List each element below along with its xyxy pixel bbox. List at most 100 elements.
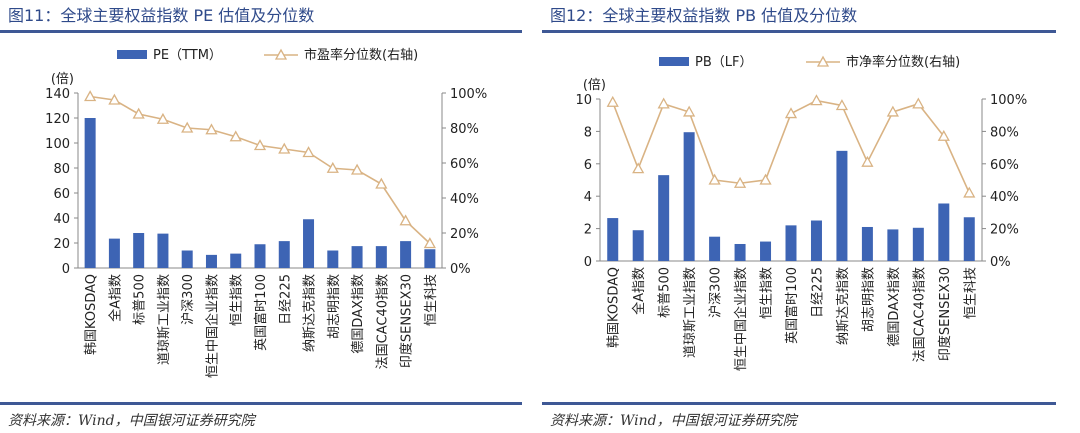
- line-marker-7: [229, 130, 242, 142]
- x-category-label: 道琼斯工业指数: [683, 267, 698, 358]
- line-marker-2: [108, 93, 121, 105]
- bar-2: [108, 238, 120, 268]
- y-left-tick-label: 8: [584, 125, 592, 140]
- x-category-label: 恒生科技: [424, 274, 439, 326]
- legend-bar-swatch: [117, 50, 147, 59]
- bar-12: [351, 246, 363, 268]
- y-right-tick-label: 80%: [450, 122, 479, 137]
- x-category-label: 沪深300: [180, 274, 196, 325]
- pe-panel: 图11：全球主要权益指数 PE 估值及分位数 PE（TTM） 市盈率分位数(右轴)…: [0, 0, 530, 433]
- x-category-label: 全A指数: [631, 267, 647, 315]
- x-category-label: 全A指数: [107, 274, 123, 322]
- x-category-label: 胡志明指数: [327, 274, 342, 339]
- bar-4: [157, 233, 169, 268]
- bar-12: [887, 229, 899, 261]
- x-category-label: 印度SENSEX30: [399, 274, 415, 368]
- bar-14: [400, 241, 412, 268]
- y-right-tick-label: 20%: [990, 223, 1019, 238]
- line-marker-14: [399, 214, 412, 226]
- bar-14: [938, 203, 950, 261]
- legend-line-label: 市净率分位数(右轴): [846, 54, 960, 70]
- x-category-label: 标普500: [658, 267, 673, 318]
- y-left-tick-label: 0: [584, 255, 592, 270]
- y-right-tick-label: 40%: [450, 192, 479, 207]
- x-category-label: 印度SENSEX30: [937, 267, 953, 361]
- x-category-label: 胡志明指数: [861, 267, 876, 332]
- x-category-label: 英国富时100: [253, 274, 269, 351]
- bar-9: [810, 220, 822, 261]
- bar-13: [912, 227, 924, 261]
- pb-panel: 图12：全球主要权益指数 PB 估值及分位数 PB（LF） 市净率分位数(右轴) (…: [542, 0, 1080, 433]
- y-left-tick-label: 20: [53, 237, 70, 252]
- legend-bar-label: PE（TTM）: [153, 48, 222, 63]
- line-marker-4: [156, 112, 170, 124]
- bar-7: [230, 253, 242, 268]
- line-marker-3: [657, 97, 670, 109]
- y-right-tick-label: 100%: [450, 87, 487, 102]
- bar-8: [785, 225, 797, 261]
- y-left-tick-label: 60: [53, 187, 70, 202]
- y-right-tick-label: 60%: [450, 157, 479, 172]
- bar-5: [709, 236, 721, 261]
- bar-8: [254, 244, 266, 268]
- line-marker-8: [784, 107, 798, 119]
- x-category-label: 德国DAX指数: [887, 267, 902, 347]
- y-right-tick-label: 0%: [450, 262, 471, 277]
- pe-chart: PE（TTM） 市盈率分位数(右轴) (倍) 0 20 40 60 80 100 120 140 0%…: [45, 47, 487, 378]
- line-marker-13: [912, 97, 925, 109]
- x-category-label: 德国DAX指数: [351, 274, 366, 354]
- x-category-label: 恒生指数: [230, 274, 245, 326]
- line-marker-5: [708, 173, 721, 185]
- x-category-label: 沪深300: [708, 267, 724, 318]
- line-marker-4: [683, 105, 696, 117]
- bar-1: [607, 218, 619, 261]
- x-category-label: 韩国KOSDAQ: [607, 267, 622, 348]
- y-left-tick-label: 4: [584, 190, 592, 205]
- bar-3: [133, 233, 145, 268]
- y-left-tick-label: 6: [584, 158, 592, 173]
- legend-triangle-marker: [274, 48, 288, 60]
- bar-10: [836, 150, 848, 261]
- bar-5: [181, 250, 193, 268]
- y-left-tick-label: 120: [45, 112, 70, 127]
- x-category-label: 英国富时100: [784, 267, 800, 344]
- y-left-tick-label: 2: [584, 223, 592, 238]
- y-right-tick-label: 40%: [990, 190, 1019, 205]
- pb-chart: PB（LF） 市净率分位数(右轴)(倍)02468100%20%40%60%80%…: [575, 54, 1027, 371]
- y-left-tick-label: 140: [45, 87, 70, 102]
- bar-10: [303, 219, 315, 268]
- y-unit-label: (倍): [51, 72, 74, 87]
- x-category-label: 纳斯达克指数: [303, 274, 318, 352]
- line-marker-9: [810, 94, 823, 106]
- line-marker-11: [326, 161, 339, 173]
- line-marker-9: [278, 142, 291, 154]
- x-category-label: 日经225: [810, 267, 825, 318]
- y-right-tick-label: 80%: [990, 125, 1019, 140]
- line-marker-10: [302, 146, 315, 158]
- y-right-tick-label: 0%: [990, 255, 1011, 270]
- figure-title: 图12：全球主要权益指数 PB 估值及分位数: [550, 6, 858, 25]
- line-marker-1: [84, 90, 97, 102]
- line-marker-2: [632, 162, 645, 174]
- title-rule: [0, 30, 522, 33]
- line-marker-12: [886, 105, 899, 117]
- bar-15: [963, 217, 975, 261]
- y-left-tick-label: 0: [62, 262, 70, 277]
- source-rule: [542, 402, 1056, 405]
- bar-7: [760, 241, 772, 261]
- legend-triangle-marker: [816, 55, 830, 67]
- line-marker-12: [350, 163, 364, 175]
- x-category-label: 恒生指数: [760, 267, 775, 319]
- bar-3: [658, 175, 670, 261]
- x-category-label: 恒生科技: [963, 267, 978, 319]
- source-rule: [0, 402, 522, 405]
- x-category-label: 恒生中国企业指数: [733, 267, 749, 371]
- bar-9: [278, 241, 290, 268]
- x-category-label: 法国CAC40指数: [912, 267, 927, 362]
- line-marker-13: [375, 177, 388, 189]
- x-category-label: 恒生中国企业指数: [204, 274, 220, 378]
- line-marker-14: [937, 129, 950, 141]
- x-category-label: 道琼斯工业指数: [157, 274, 172, 365]
- line-marker-6: [733, 176, 747, 188]
- title-rule: [542, 30, 1056, 33]
